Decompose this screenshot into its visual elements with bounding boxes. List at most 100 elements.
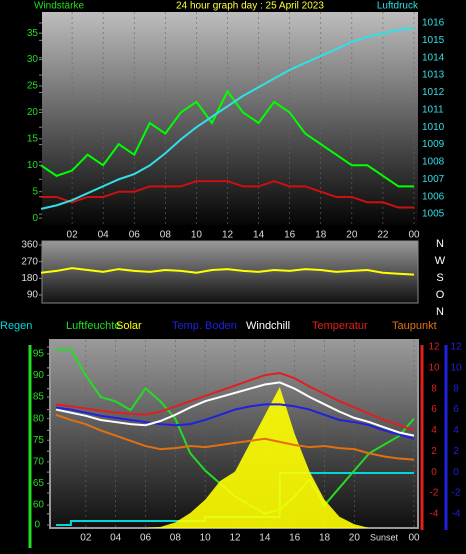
compass-label: O	[436, 289, 445, 301]
y-tick-label: 1016	[422, 18, 445, 29]
x-tick-label: 08	[170, 533, 182, 544]
x-tick-label: 08	[160, 230, 172, 241]
x-tick-label: 18	[319, 533, 331, 544]
y-tick-label: -2	[430, 488, 439, 499]
y-tick-label: -4	[430, 508, 439, 519]
legend-entry: Regen	[0, 320, 32, 332]
x-tick-label: 12	[222, 230, 234, 241]
series-line	[41, 180, 414, 209]
x-tick-label: 00	[408, 230, 420, 241]
left-label: Windstärke	[34, 1, 84, 12]
annotation: Sunset	[370, 532, 399, 542]
y-tick-label: 2	[431, 446, 437, 457]
y-tick-label: 1015	[422, 35, 445, 46]
compass-label: N	[436, 306, 444, 318]
x-tick-label: 04	[110, 533, 122, 544]
y-tick-label: 0	[431, 467, 437, 478]
y-tick-label: 5	[32, 186, 38, 197]
y-tick-label: 1013	[422, 70, 445, 81]
x-tick-label: 10	[200, 533, 212, 544]
y-tick-label: 6	[453, 404, 459, 415]
compass-label: W	[435, 255, 446, 267]
x-tick-label: 02	[67, 230, 79, 241]
x-tick-label: 20	[349, 533, 361, 544]
x-tick-label: 06	[129, 230, 141, 241]
series-line	[55, 381, 415, 437]
y-tick-label: 4	[453, 425, 459, 436]
y-tick-label: 30	[27, 54, 39, 65]
y-tick-label: 1009	[422, 139, 445, 150]
series-line	[55, 372, 415, 432]
panel-wind	[42, 12, 418, 225]
legend-entry: Luftfeuchte	[66, 320, 120, 332]
y-tick-label: 80	[33, 413, 45, 424]
y-tick-label: 1005	[422, 209, 445, 220]
y-tick-label: 85	[33, 392, 45, 403]
y-tick-label: 360	[21, 240, 38, 251]
x-tick-label: 16	[284, 230, 296, 241]
y-tick-label: 8	[453, 383, 459, 394]
y-tick-label: 1011	[422, 104, 444, 115]
x-tick-label: 16	[289, 533, 301, 544]
y-tick-label: 90	[33, 370, 45, 381]
legend-entry: Temperatur	[312, 320, 368, 332]
x-tick-label: 14	[253, 230, 265, 241]
x-tick-label: 14	[259, 533, 271, 544]
y-tick-label: 90	[27, 290, 39, 301]
solar-area	[56, 387, 414, 528]
legend-entry: Solar	[116, 320, 142, 332]
y-tick-label: 270	[21, 256, 38, 267]
series-line	[40, 267, 415, 276]
y-tick-label: 20	[27, 107, 39, 118]
y-tick-label: 6	[431, 404, 437, 415]
y-tick-label: 65	[33, 478, 45, 489]
series-line	[55, 413, 415, 461]
y-tick-label: 60	[33, 500, 45, 511]
y-tick-label: 1006	[422, 191, 445, 202]
y-tick-label: 0	[34, 520, 40, 531]
legend-entry: Taupunkt	[392, 320, 437, 332]
y-tick-label: 4	[431, 425, 437, 436]
y-tick-label: 0	[453, 467, 459, 478]
x-tick-label: 06	[140, 533, 152, 544]
y-tick-label: 10	[27, 160, 39, 171]
y-tick-label: 180	[21, 273, 38, 284]
compass-label: N	[436, 238, 444, 250]
y-tick-label: 1007	[422, 174, 445, 185]
y-tick-label: 12	[450, 342, 462, 353]
series-line	[55, 403, 415, 440]
y-tick-label: 8	[431, 383, 437, 394]
y-tick-label: -2	[452, 488, 461, 499]
x-tick-label: 10	[191, 230, 203, 241]
y-tick-label: 10	[450, 362, 462, 373]
series-line	[40, 89, 414, 188]
y-tick-label: 0	[32, 213, 38, 224]
x-tick-label: 18	[315, 230, 327, 241]
series-line	[40, 27, 415, 210]
y-tick-label: 70	[33, 457, 45, 468]
y-tick-label: 10	[428, 362, 440, 373]
legend-entry: Temp. Boden	[172, 320, 237, 332]
legend-entry: Windchill	[246, 320, 290, 332]
x-tick-label: 00	[408, 533, 420, 544]
y-tick-label: 35	[27, 28, 39, 39]
y-tick-label: 15	[27, 133, 39, 144]
x-tick-label: 12	[229, 533, 241, 544]
y-tick-label: 1010	[422, 122, 445, 133]
x-tick-label: 02	[80, 533, 92, 544]
y-tick-label: 2	[453, 446, 459, 457]
chart-title: 24 hour graph day : 25 April 2023	[176, 1, 324, 12]
y-tick-label: 1008	[422, 157, 445, 168]
y-tick-label: 1012	[422, 87, 445, 98]
y-tick-label: 95	[33, 348, 45, 359]
x-tick-label: 20	[346, 230, 358, 241]
y-tick-label: 1014	[422, 52, 445, 63]
right-label: Luftdruck	[377, 1, 419, 12]
y-tick-label: 12	[428, 342, 440, 353]
y-tick-label: 25	[27, 81, 39, 92]
y-tick-label: -4	[452, 508, 461, 519]
x-tick-label: 04	[98, 230, 110, 241]
y-tick-label: 75	[33, 435, 45, 446]
x-tick-label: 22	[377, 230, 389, 241]
